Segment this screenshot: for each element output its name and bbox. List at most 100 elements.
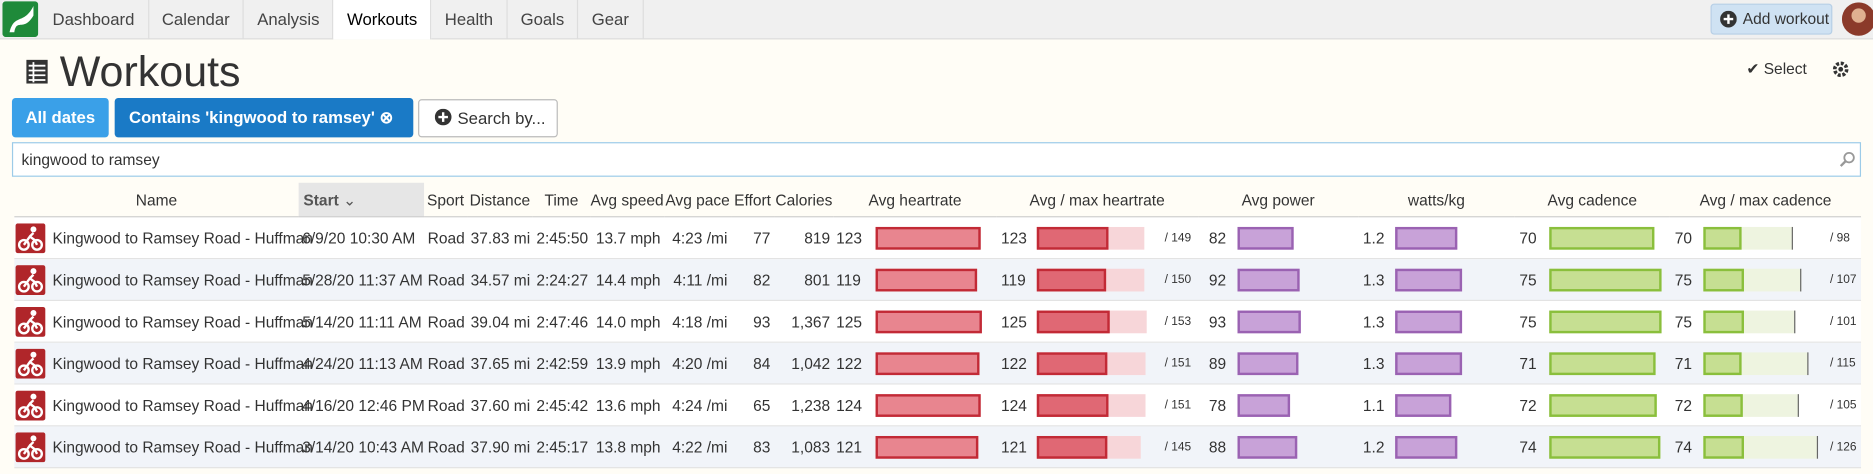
heartrate-bar xyxy=(875,394,982,417)
cell-wkg: 1.1 xyxy=(1362,396,1385,415)
header-text: Avg power xyxy=(1241,191,1315,210)
tab[interactable]: Calendar xyxy=(149,0,245,40)
cell-pace: 4:22 /mi xyxy=(672,438,728,457)
label: Select xyxy=(1763,59,1807,78)
column-header[interactable]: Avg / max cadence xyxy=(1669,183,1862,218)
cell-cad_max: / 115 xyxy=(1829,357,1856,371)
table-row[interactable]: Kingwood to Ramsey Road - Huffman 5/14/20… xyxy=(14,301,1862,343)
cell-hr: 125 xyxy=(836,312,863,331)
cell-cadence: 75 xyxy=(1674,312,1692,331)
sort-caret: ⌄ xyxy=(343,191,357,210)
cell-start: 5/28/20 11:37 AM xyxy=(302,271,423,290)
column-header[interactable]: Time xyxy=(532,183,591,218)
column-header[interactable]: Avg heartrate xyxy=(833,183,997,218)
avg-heartrate-bar xyxy=(1036,226,1109,250)
tab[interactable]: Dashboard xyxy=(39,0,149,40)
column-header[interactable]: Start ⌄ xyxy=(298,182,425,218)
cell-distance: 39.04 mi xyxy=(470,312,531,331)
cell-pace: 4:18 /mi xyxy=(672,312,728,331)
cell-speed: 13.7 mph xyxy=(595,229,661,248)
avg-cadence-bar xyxy=(1703,435,1744,459)
cell-hr: 123 xyxy=(1000,229,1027,248)
cell-name: Kingwood to Ramsey Road - Huffman xyxy=(52,229,313,248)
cell-time: 2:42:59 xyxy=(536,354,589,373)
select-button[interactable]: ✔ Select xyxy=(1746,59,1807,78)
cell-distance: 37.90 mi xyxy=(470,438,531,457)
cell-power: 92 xyxy=(1208,271,1227,290)
cell-sport: Road xyxy=(427,271,465,290)
column-header[interactable]: Effort xyxy=(731,183,775,218)
cell-speed: 13.9 mph xyxy=(595,354,661,373)
cell-start: 3/14/20 10:43 AM xyxy=(302,438,424,457)
cell-effort: 65 xyxy=(753,396,771,415)
cell-power: 78 xyxy=(1208,396,1227,415)
filter-contains[interactable]: Contains 'kingwood to ramsey' ⊗ xyxy=(114,97,414,138)
table-row[interactable]: Kingwood to Ramsey Road - Huffman 4/24/20… xyxy=(14,342,1862,385)
cell-hr_max: / 150 xyxy=(1164,273,1192,287)
cadence-bar xyxy=(1549,394,1658,417)
cell-cad_max: / 98 xyxy=(1829,231,1850,245)
header-text: Start xyxy=(303,191,339,210)
cadence-bar xyxy=(1549,435,1661,459)
cadence-bar xyxy=(1549,352,1656,376)
column-header[interactable]: Distance xyxy=(467,183,533,218)
header-text: Avg / max cadence xyxy=(1699,191,1832,210)
cell-wkg: 1.3 xyxy=(1362,312,1385,331)
cell-cad_max: / 101 xyxy=(1829,315,1857,329)
column-header[interactable]: Sport xyxy=(424,183,468,218)
table-row[interactable]: Kingwood to Ramsey Road - Huffman 5/28/20… xyxy=(14,259,1862,302)
cell-power: 88 xyxy=(1208,438,1227,457)
cell-pace: 4:24 /mi xyxy=(672,396,728,415)
cell-hr: 124 xyxy=(836,396,863,415)
avg-heartrate-bar xyxy=(1036,268,1107,292)
cell-effort: 77 xyxy=(753,229,771,248)
header-text: Sport xyxy=(426,191,465,210)
logo[interactable] xyxy=(2,1,39,38)
label: Contains 'kingwood to ramsey' xyxy=(129,107,375,127)
column-header[interactable]: Avg pace xyxy=(664,183,732,218)
column-header[interactable]: Name xyxy=(14,183,299,218)
search-input[interactable]: kingwood to ramsey xyxy=(11,142,1862,177)
cell-pace: 4:23 /mi xyxy=(672,229,728,248)
tab[interactable]: Goals xyxy=(507,0,579,40)
column-header[interactable]: Calories xyxy=(774,183,834,218)
table-row[interactable]: Kingwood to Ramsey Road - Huffman 6/9/20 … xyxy=(14,217,1862,260)
cell-sport: Road xyxy=(427,229,465,248)
cell-calories: 819 xyxy=(804,229,831,248)
page-title: Workouts xyxy=(59,46,241,96)
cell-calories: 1,238 xyxy=(791,396,831,415)
tab[interactable]: Analysis xyxy=(244,0,334,40)
cell-cadence: 71 xyxy=(1519,354,1537,373)
cell-hr: 121 xyxy=(836,438,863,457)
filter-all-dates[interactable]: All dates xyxy=(11,97,109,138)
header-text: Time xyxy=(544,191,579,210)
column-header[interactable]: watts/kg xyxy=(1358,183,1515,218)
table-row[interactable]: Kingwood to Ramsey Road - Huffman 3/14/20… xyxy=(14,426,1862,469)
wkg-bar xyxy=(1395,310,1463,334)
cell-hr_max: / 145 xyxy=(1164,440,1192,454)
cell-distance: 34.57 mi xyxy=(470,271,531,290)
cell-effort: 83 xyxy=(753,438,771,457)
column-header[interactable]: Avg / max heartrate xyxy=(996,183,1199,218)
tab[interactable]: Workouts xyxy=(333,0,432,40)
cell-effort: 93 xyxy=(753,312,771,331)
table-row[interactable]: Kingwood to Ramsey Road - Huffman 4/16/20… xyxy=(14,384,1862,427)
avg-heartrate-bar xyxy=(1036,435,1108,459)
tab[interactable]: Gear xyxy=(579,0,644,40)
road-bike-icon xyxy=(15,265,46,296)
cell-effort: 82 xyxy=(753,271,771,290)
column-header[interactable]: Avg cadence xyxy=(1514,183,1670,218)
column-header[interactable]: Avg power xyxy=(1198,183,1359,218)
cell-cadence: 70 xyxy=(1674,229,1692,248)
header-text: Effort xyxy=(734,191,771,210)
nav-bar xyxy=(0,0,1873,40)
cell-time: 2:24:27 xyxy=(536,271,589,290)
column-header[interactable]: Avg speed xyxy=(590,183,665,218)
settings-icon[interactable] xyxy=(1832,61,1849,78)
tab[interactable]: Health xyxy=(432,0,508,40)
avatar[interactable] xyxy=(1841,2,1873,36)
cell-hr: 124 xyxy=(1000,396,1027,415)
heartrate-bar xyxy=(875,310,982,334)
avg-cadence-bar xyxy=(1703,394,1743,417)
